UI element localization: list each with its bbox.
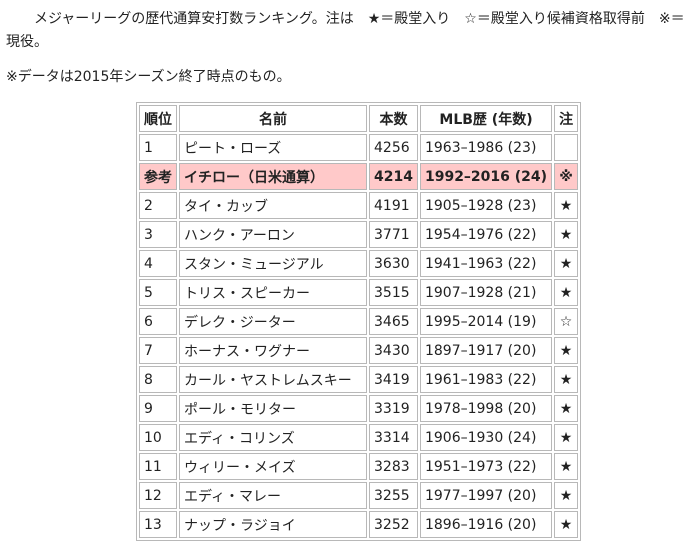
cell-player-name: エディ・マレー [179,482,367,509]
cell-player-name: タイ・カッブ [179,192,367,219]
cell-hits: 3255 [369,482,418,509]
cell-player-name: ハンク・アーロン [179,221,367,248]
table-row: 4 スタン・ミュージアル 3630 1941–1963 (22) ★ [139,250,579,277]
table-row: 5 トリス・スピーカー 3515 1907–1928 (21) ★ [139,279,579,306]
table-body: 1 ピート・ローズ 4256 1963–1986 (23) 参考 イチロー（日米… [139,134,579,538]
table-row: 9 ポール・モリター 3319 1978–1998 (20) ★ [139,395,579,422]
cell-hits: 4191 [369,192,418,219]
table-row: 12 エディ・マレー 3255 1977–1997 (20) ★ [139,482,579,509]
cell-mlb-career: 1978–1998 (20) [419,395,553,422]
cell-rank: 13 [139,511,177,538]
header-mlb-career: MLB歴 (年数) [419,105,553,132]
cell-hits: 3319 [369,395,418,422]
cell-hits: 3314 [369,424,418,451]
cell-hits: 4214 [369,163,418,190]
cell-rank: 1 [139,134,177,161]
cell-note: ★ [554,395,579,422]
cell-hits: 3252 [369,511,418,538]
table-row: 13 ナップ・ラジョイ 3252 1896–1916 (20) ★ [139,511,579,538]
cell-rank: 参考 [139,163,177,190]
cell-mlb-career: 1906–1930 (24) [419,424,553,451]
cell-mlb-career: 1995–2014 (19) [419,308,553,335]
cell-player-name: イチロー（日米通算） [179,163,367,190]
cell-rank: 5 [139,279,177,306]
table-row: 7 ホーナス・ワグナー 3430 1897–1917 (20) ★ [139,337,579,364]
intro-paragraph: メジャーリーグの歴代通算安打数ランキング。注は ★＝殿堂入り ☆＝殿堂入り候補資… [6,8,690,54]
cell-rank: 7 [139,337,177,364]
header-name: 名前 [179,105,367,132]
cell-mlb-career: 1951–1973 (22) [419,453,553,480]
cell-rank: 2 [139,192,177,219]
cell-player-name: エディ・コリンズ [179,424,367,451]
cell-player-name: ナップ・ラジョイ [179,511,367,538]
header-note: 注 [554,105,579,132]
cell-hits: 3771 [369,221,418,248]
cell-hits: 3515 [369,279,418,306]
cell-mlb-career: 1896–1916 (20) [419,511,553,538]
cell-rank: 6 [139,308,177,335]
cell-note: ★ [554,279,579,306]
table-row: 2 タイ・カッブ 4191 1905–1928 (23) ★ [139,192,579,219]
cell-player-name: トリス・スピーカー [179,279,367,306]
cell-note: ★ [554,511,579,538]
data-note: ※データは2015年シーズン終了時点のもの。 [6,69,291,85]
cell-note: ☆ [554,308,579,335]
cell-mlb-career: 1907–1928 (21) [419,279,553,306]
cell-rank: 12 [139,482,177,509]
cell-note: ★ [554,221,579,248]
cell-note: ★ [554,192,579,219]
cell-rank: 11 [139,453,177,480]
cell-note: ★ [554,424,579,451]
cell-mlb-career: 1954–1976 (22) [419,221,553,248]
cell-player-name: ポール・モリター [179,395,367,422]
cell-hits: 3465 [369,308,418,335]
table-row: 11 ウィリー・メイズ 3283 1951–1973 (22) ★ [139,453,579,480]
cell-note: ★ [554,453,579,480]
table-row-highlighted: 参考 イチロー（日米通算） 4214 1992–2016 (24) ※ [139,163,579,190]
cell-hits: 3630 [369,250,418,277]
cell-rank: 8 [139,366,177,393]
cell-mlb-career: 1992–2016 (24) [419,163,553,190]
cell-player-name: ホーナス・ワグナー [179,337,367,364]
cell-rank: 4 [139,250,177,277]
cell-rank: 9 [139,395,177,422]
cell-mlb-career: 1897–1917 (20) [419,337,553,364]
cell-note: ★ [554,337,579,364]
cell-note [554,134,579,161]
cell-hits: 4256 [369,134,418,161]
cell-player-name: デレク・ジーター [179,308,367,335]
cell-rank: 3 [139,221,177,248]
table-row: 6 デレク・ジーター 3465 1995–2014 (19) ☆ [139,308,579,335]
table-header-row: 順位 名前 本数 MLB歴 (年数) 注 [139,105,579,132]
table-row: 10 エディ・コリンズ 3314 1906–1930 (24) ★ [139,424,579,451]
cell-mlb-career: 1961–1983 (22) [419,366,553,393]
cell-player-name: カール・ヤストレムスキー [179,366,367,393]
table-row: 3 ハンク・アーロン 3771 1954–1976 (22) ★ [139,221,579,248]
cell-mlb-career: 1905–1928 (23) [419,192,553,219]
cell-mlb-career: 1941–1963 (22) [419,250,553,277]
cell-hits: 3283 [369,453,418,480]
cell-note: ※ [554,163,579,190]
cell-hits: 3419 [369,366,418,393]
cell-hits: 3430 [369,337,418,364]
cell-rank: 10 [139,424,177,451]
intro-text: メジャーリーグの歴代通算安打数ランキング。注は ★＝殿堂入り ☆＝殿堂入り候補資… [6,11,685,50]
table-row: 1 ピート・ローズ 4256 1963–1986 (23) [139,134,579,161]
cell-mlb-career: 1977–1997 (20) [419,482,553,509]
cell-mlb-career: 1963–1986 (23) [419,134,553,161]
header-hits: 本数 [369,105,418,132]
cell-note: ★ [554,250,579,277]
header-rank: 順位 [139,105,177,132]
cell-player-name: ウィリー・メイズ [179,453,367,480]
hits-ranking-table: 順位 名前 本数 MLB歴 (年数) 注 1 ピート・ローズ 4256 1963… [136,102,582,541]
cell-player-name: ピート・ローズ [179,134,367,161]
cell-note: ★ [554,366,579,393]
table-row: 8 カール・ヤストレムスキー 3419 1961–1983 (22) ★ [139,366,579,393]
cell-player-name: スタン・ミュージアル [179,250,367,277]
cell-note: ★ [554,482,579,509]
